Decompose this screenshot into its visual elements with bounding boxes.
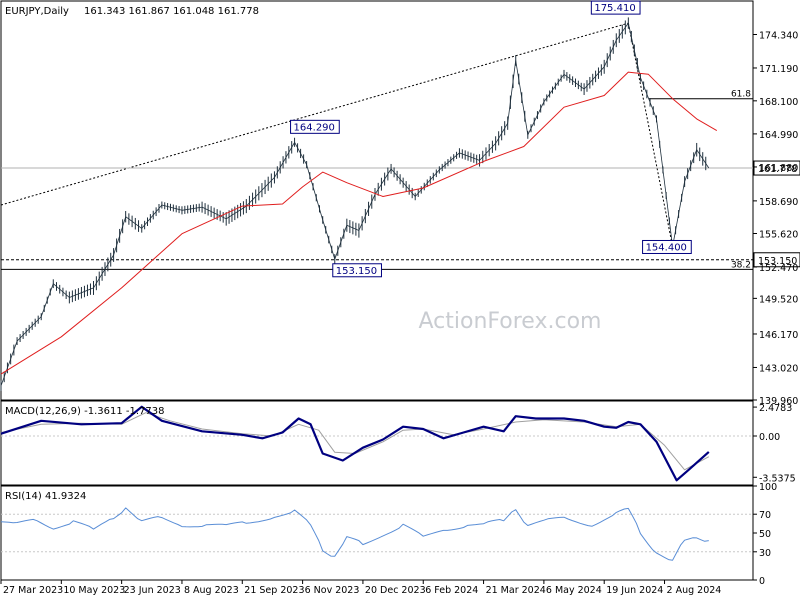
- x-tick-label: 8 Aug 2023: [184, 585, 239, 596]
- support-level-label: 153.150: [758, 256, 797, 267]
- x-tick-label: 21 Sep 2023: [244, 585, 304, 596]
- annotation-154.400-box: [642, 239, 692, 254]
- grid-lines: [1, 435, 753, 553]
- annotation-164.290: 164.290: [294, 122, 335, 133]
- y-tick-label: 171.190: [759, 64, 798, 75]
- plot-layer: 61.8 38.2 175.410 164.290 153.150 154.400 161.…: [0, 0, 800, 561]
- x-tick-label: 2 Aug 2024: [667, 585, 722, 596]
- y-tick-label: 155.620: [759, 230, 798, 241]
- y-tick-label: 158.690: [759, 197, 798, 208]
- watermark: ActionForex.com: [419, 309, 602, 334]
- annotation-175.410: 175.410: [594, 3, 635, 14]
- y-tick-label: 143.020: [759, 363, 798, 374]
- y-tick-label: 0: [759, 576, 765, 587]
- y-tick-label: 139.960: [759, 396, 798, 407]
- macd-title: MACD(12,26,9) -1.3611 -1.7738: [5, 406, 165, 417]
- annotation-164.290-box: [290, 119, 340, 134]
- moving-average-line: [0, 71, 718, 375]
- current-price-box: [753, 160, 800, 176]
- y-tick-label: 161.880: [759, 163, 798, 174]
- trendline-1: [627, 23, 674, 247]
- y-tick-label: 168.100: [759, 97, 798, 108]
- current-price-label: 161.778: [758, 164, 797, 175]
- y-tick-label: 0.00: [759, 432, 780, 443]
- y-tick-label: 2.4783: [759, 403, 792, 414]
- x-tick-label: 20 Dec 2023: [365, 585, 426, 596]
- x-tick-label: 21 Mar 2024: [486, 585, 546, 596]
- y-tick-label: 146.170: [759, 330, 798, 341]
- y-axis-labels: 174.340 171.190 168.100 164.990 161.880 158.6…: [753, 30, 798, 587]
- y-tick-label: 174.340: [759, 30, 798, 41]
- y-tick-label: 152.470: [759, 263, 798, 274]
- fib-level-label: 38.2: [731, 260, 751, 270]
- macd-signal-line: [0, 412, 710, 471]
- annotation-154.400: 154.400: [646, 242, 687, 253]
- y-tick-label: 50: [759, 529, 771, 540]
- price-series-line: [0, 22, 710, 386]
- x-tick-label: 23 Jun 2023: [124, 585, 181, 596]
- annotation-175.410-box: [590, 0, 641, 15]
- fib-level-label: 61.8: [731, 90, 751, 100]
- y-tick-label: 30: [759, 548, 771, 559]
- symbol-header: EURJPY,Daily: [5, 6, 69, 17]
- y-tick-label: 149.520: [759, 294, 798, 305]
- support-level-box: [753, 252, 800, 268]
- x-tick-label: 6 May 2024: [546, 585, 602, 596]
- trendline-0: [0, 22, 629, 206]
- ohlc-header: 161.343 161.867 161.048 161.778: [84, 6, 259, 17]
- x-tick-label: 10 May 2023: [63, 585, 125, 596]
- annotation-153.150: 153.150: [336, 266, 377, 277]
- x-tick-label: 19 Jun 2024: [606, 585, 663, 596]
- annotation-153.150-box: [332, 263, 382, 278]
- y-tick-label: 70: [759, 510, 771, 521]
- x-tick-label: 27 Mar 2023: [3, 585, 63, 596]
- x-tick-label: 6 Feb 2024: [425, 585, 478, 596]
- y-tick-label: -3.5375: [759, 473, 796, 484]
- x-tick-label: 6 Nov 2023: [305, 585, 360, 596]
- macd-panel-frame: [0, 400, 754, 486]
- y-tick-label: 164.990: [759, 130, 798, 141]
- rsi-title: RSI(14) 41.9324: [5, 491, 86, 502]
- macd-main-line: [0, 405, 710, 482]
- y-tick-label: 100: [759, 482, 777, 493]
- rsi-line: [0, 507, 709, 561]
